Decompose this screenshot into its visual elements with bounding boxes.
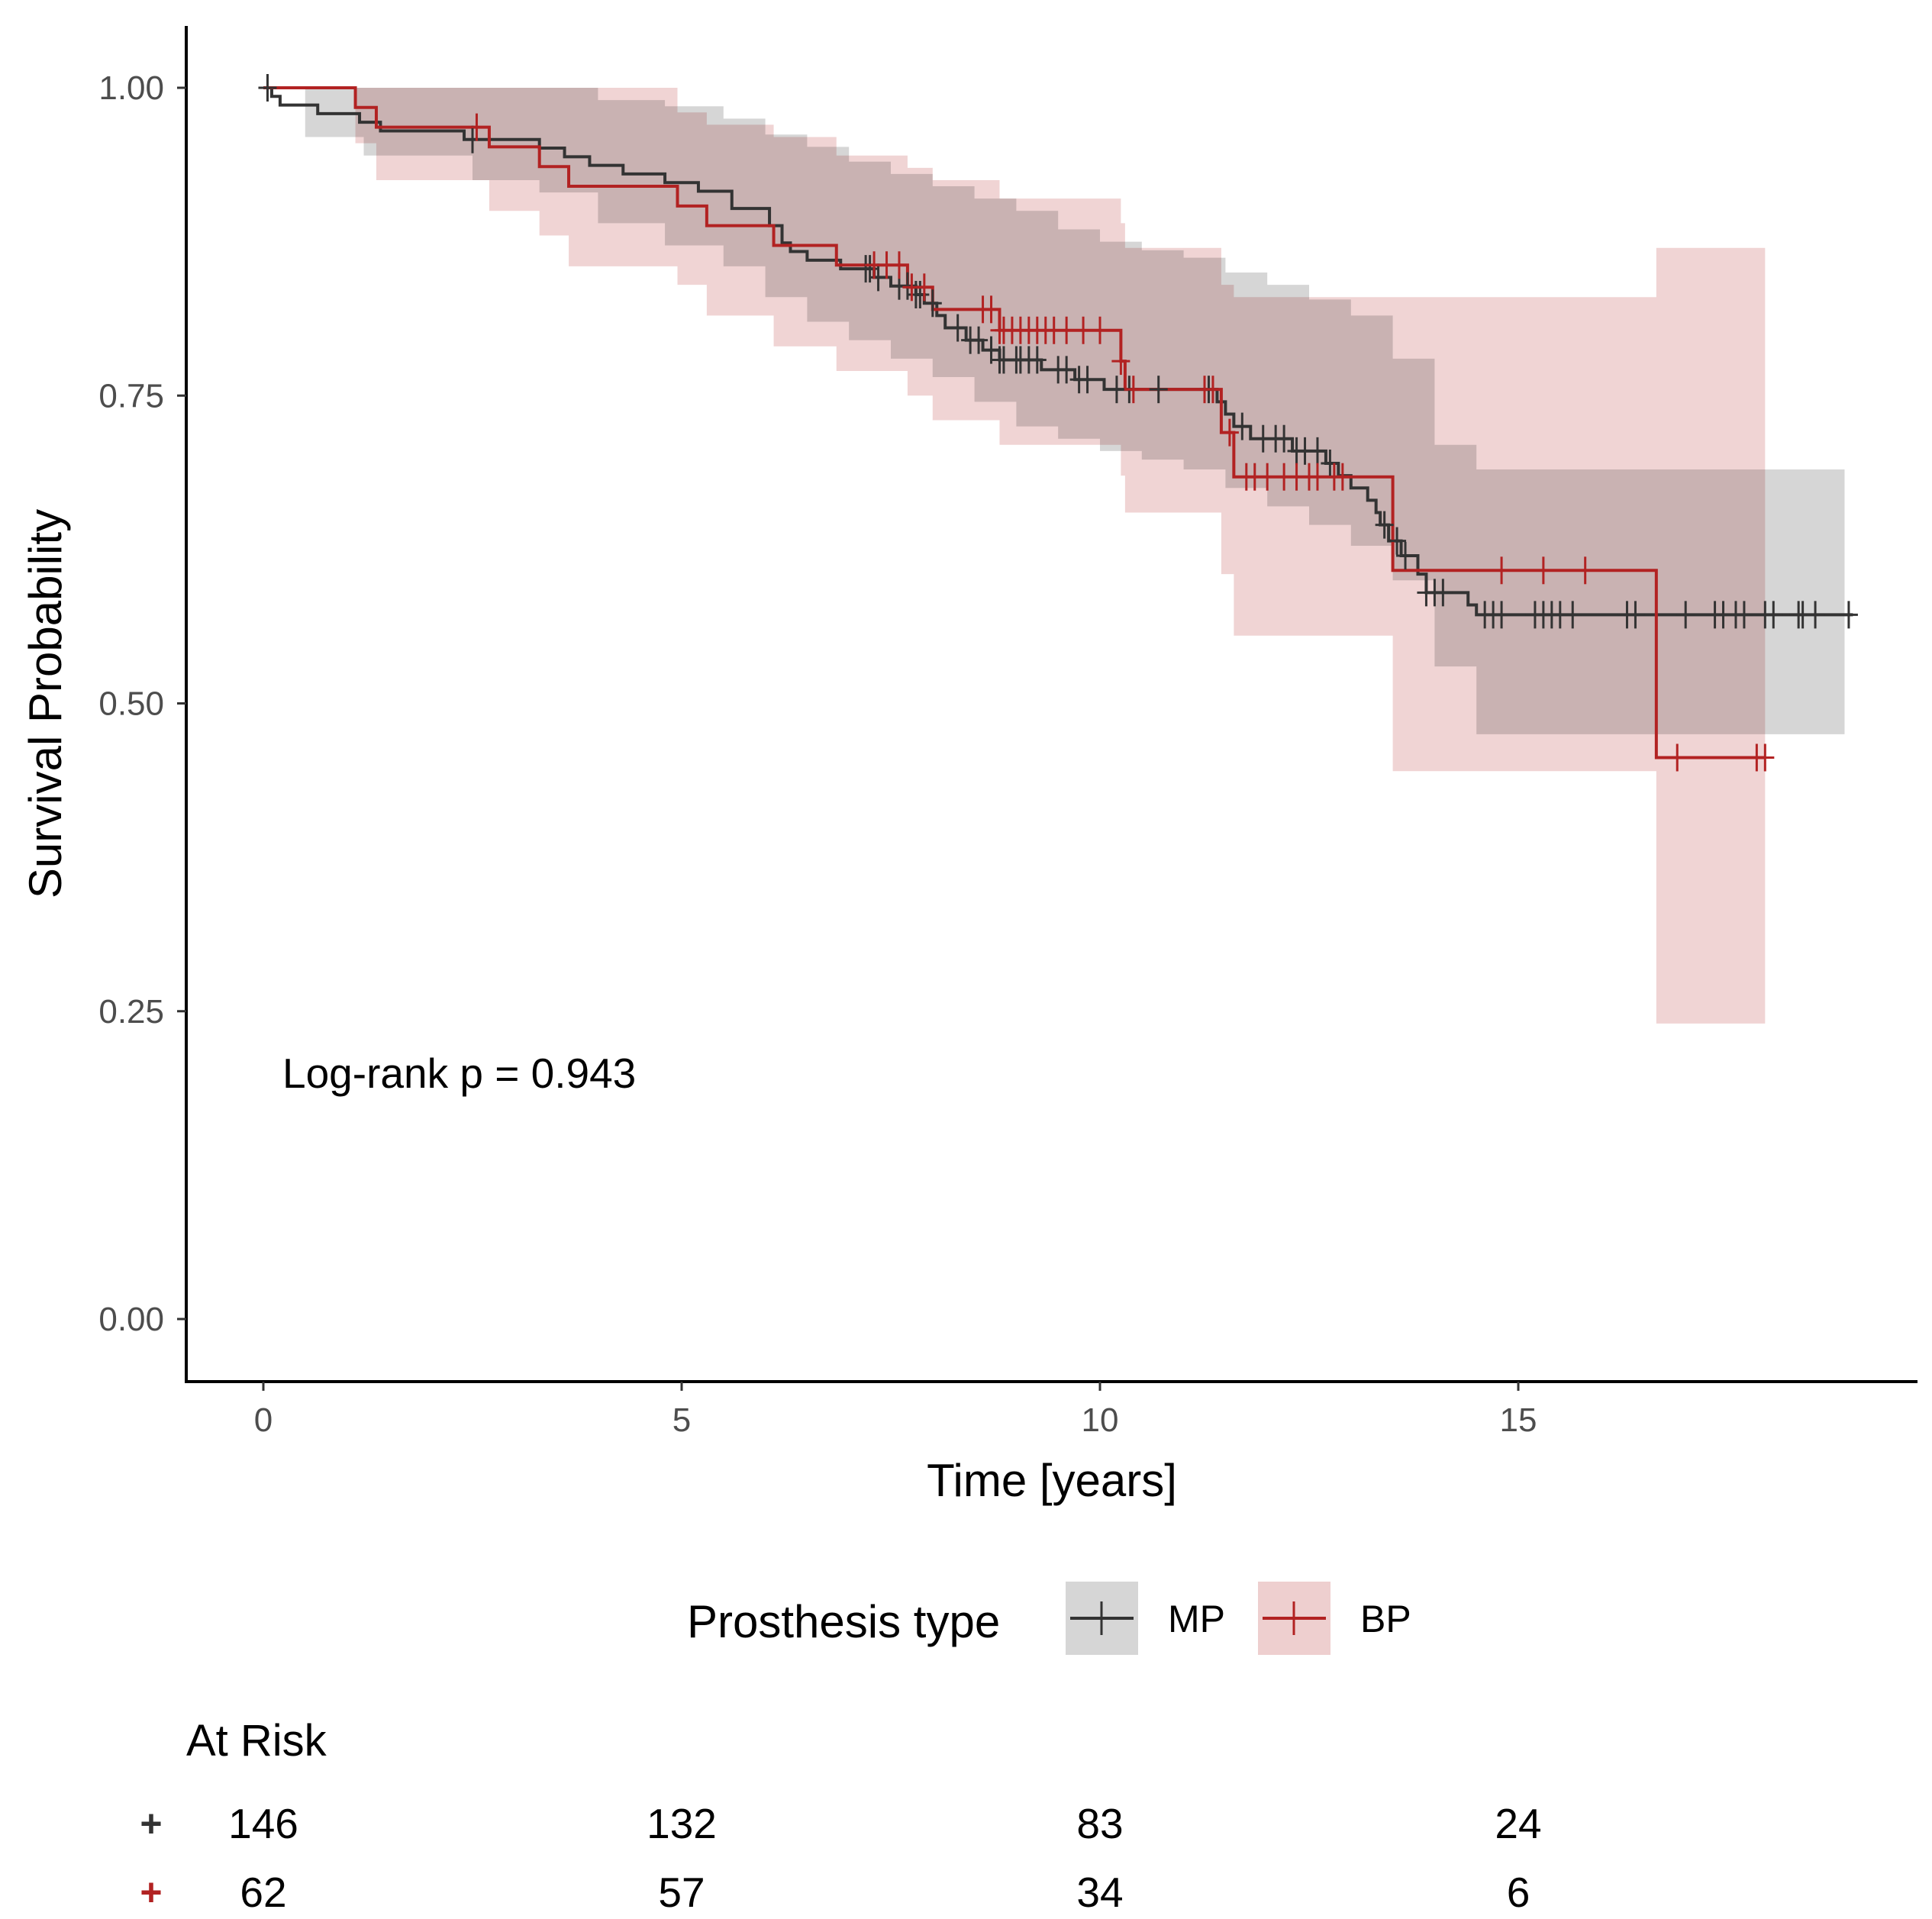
x-tick-label: 15 [1500,1401,1537,1439]
at-risk-symbol-mp: + [140,1802,162,1845]
y-tick-label: 0.25 [98,993,164,1030]
x-axis-ticks: 0 5 10 15 [254,1382,1537,1439]
x-tick-label: 10 [1082,1401,1119,1439]
y-axis-ticks: 0.00 0.25 0.50 0.75 1.00 [98,69,186,1338]
at-risk-value-mp: 24 [1495,1800,1541,1847]
at-risk-symbol-bp: + [140,1871,162,1914]
y-tick-label: 0.50 [98,685,164,723]
at-risk-values: 146 132 83 24 62 57 34 6 [228,1800,1541,1916]
survival-curve-mp [263,86,1853,617]
x-tick-label: 5 [672,1401,691,1439]
legend-label-mp: MP [1168,1598,1225,1640]
at-risk-table: At Risk + + 146 132 83 24 62 57 34 6 [140,1716,1541,1916]
y-axis-title: Survival Probability [20,509,71,898]
legend-item-bp: BP [1258,1582,1411,1655]
at-risk-value-mp: 146 [228,1800,298,1847]
legend-title: Prosthesis type [687,1596,1000,1647]
x-axis-title: Time [years] [927,1455,1177,1506]
x-tick-label: 0 [254,1401,273,1439]
legend-item-mp: MP [1066,1582,1225,1655]
log-rank-annotation: Log-rank p = 0.943 [282,1050,636,1097]
legend: Prosthesis type MP BP [687,1582,1411,1655]
y-tick-label: 0.75 [98,377,164,414]
confidence-band-bp [263,88,1766,1024]
at-risk-value-bp: 62 [240,1869,286,1916]
at-risk-value-bp: 34 [1076,1869,1123,1916]
at-risk-value-mp: 132 [647,1800,717,1847]
at-risk-title: At Risk [186,1716,327,1766]
at-risk-value-bp: 57 [658,1869,705,1916]
y-tick-label: 1.00 [98,69,164,107]
at-risk-value-mp: 83 [1076,1800,1123,1847]
at-risk-value-bp: 6 [1507,1869,1530,1916]
y-tick-label: 0.00 [98,1301,164,1338]
legend-label-bp: BP [1360,1598,1411,1640]
censor-marks [258,74,1858,772]
confidence-bands [263,88,1845,1024]
